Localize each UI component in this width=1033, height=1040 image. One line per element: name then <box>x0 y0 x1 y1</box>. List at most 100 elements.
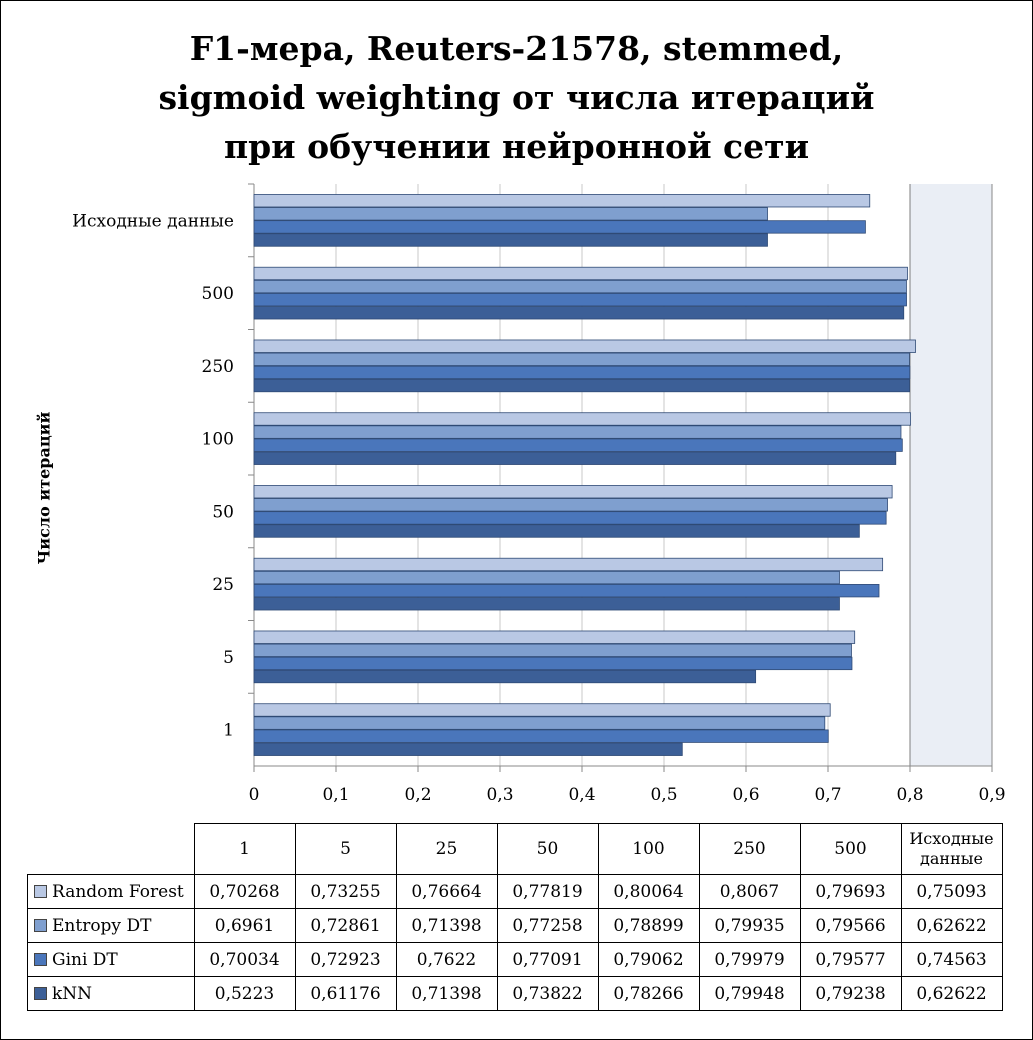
bar <box>253 656 853 671</box>
x-tick-label: 0,7 <box>814 785 841 805</box>
table-cell: 0,5223 <box>193 976 296 1011</box>
table-cell: 0,79948 <box>698 976 801 1011</box>
bar <box>253 207 768 221</box>
x-tick-label: 0 <box>249 785 260 805</box>
x-tick-label: 0,9 <box>978 785 1005 805</box>
bar <box>253 339 916 353</box>
table-cell: 0,79577 <box>799 942 902 977</box>
legend-swatch <box>34 884 47 898</box>
category-label: 100 <box>202 430 234 450</box>
legend-swatch <box>34 918 47 932</box>
table-cell: 0,8067 <box>698 874 801 909</box>
bar <box>253 365 911 380</box>
table-header-cell: 50 <box>496 823 599 875</box>
bar <box>253 412 911 426</box>
table-header-cell: Исходные данные <box>900 823 1003 875</box>
table-cell: 0,78899 <box>597 908 700 943</box>
data-table: 1 5 25 50 100 250 500 Исходные данные Ra… <box>27 823 1003 1011</box>
x-tick-label: 0,5 <box>650 785 677 805</box>
table-cell: 0,79935 <box>698 908 801 943</box>
table-header-cell: 25 <box>395 823 498 875</box>
bar <box>253 438 903 452</box>
table-cell: 0,61176 <box>294 976 397 1011</box>
category-label: 1 <box>223 721 234 741</box>
table-cell: 0,73255 <box>294 874 397 909</box>
bar <box>253 266 908 281</box>
table-header-cell: 1 <box>193 823 296 875</box>
table-cell: 0,79238 <box>799 976 902 1011</box>
bar <box>253 643 852 657</box>
header-line: Исходные <box>909 829 994 848</box>
chart-title: F1-мера, Reuters-21578, stemmed, sigmoid… <box>0 24 1033 171</box>
category-label: 500 <box>202 284 234 304</box>
bar-chart: 0 0,1 0,2 0,3 0,4 0,5 0,6 0,7 0,8 0,9 1 5 25 50 100 250… <box>72 183 1006 805</box>
table-cell: 0,73822 <box>496 976 599 1011</box>
category-label: 5 <box>223 648 234 668</box>
bar <box>253 524 860 538</box>
table-cell: 0,62622 <box>900 908 1003 943</box>
bar <box>253 557 884 572</box>
series-name: Entropy DT <box>52 915 152 936</box>
table-cell: 0,80064 <box>597 874 700 909</box>
x-tick-label: 0,1 <box>322 785 349 805</box>
bar <box>253 630 856 644</box>
category-label: 25 <box>212 575 234 595</box>
category-label: Исходные данные <box>72 211 234 231</box>
bar <box>253 729 829 743</box>
series-name: Gini DT <box>52 949 118 970</box>
legend-swatch <box>34 952 47 966</box>
bar <box>253 498 888 512</box>
table-cell: 0,79566 <box>799 908 902 943</box>
bar <box>253 570 840 585</box>
bar <box>253 279 907 294</box>
x-tick-label: 0,8 <box>896 785 923 805</box>
category-label: 250 <box>202 357 234 377</box>
table-header-cell: 500 <box>799 823 902 875</box>
bar <box>253 742 683 756</box>
table-cell: 0,77091 <box>496 942 599 977</box>
category-label: 50 <box>212 502 234 522</box>
bar <box>253 194 871 208</box>
table-cell: 0,72923 <box>294 942 397 977</box>
table-cell: 0,74563 <box>900 942 1003 977</box>
series-name: Random Forest <box>52 881 184 902</box>
table-header-row: 1 5 25 50 100 250 500 Исходные данные <box>27 823 1003 875</box>
bar <box>253 703 831 717</box>
series-name-cell: Entropy DT <box>27 908 195 943</box>
table-cell: 0,78266 <box>597 976 700 1011</box>
x-tick-label: 0,2 <box>404 785 431 805</box>
bar <box>253 233 768 247</box>
bar <box>253 451 897 465</box>
table-row: Random Forest 0,70268 0,73255 0,76664 0,7781… <box>27 874 1003 909</box>
bar <box>253 485 893 499</box>
header-line: данные <box>920 849 983 868</box>
x-tick-label: 0,3 <box>486 785 513 805</box>
table-header-cell: 250 <box>698 823 801 875</box>
bar <box>253 597 840 611</box>
table-cell: 0,70268 <box>193 874 296 909</box>
table-cell: 0,79979 <box>698 942 801 977</box>
table-cell: 0,71398 <box>395 976 498 1011</box>
table-cell: 0,72861 <box>294 908 397 943</box>
series-name-cell: Gini DT <box>27 942 195 977</box>
bar <box>253 220 866 234</box>
x-tick-label: 0,4 <box>568 785 595 805</box>
table-cell: 0,7622 <box>395 942 498 977</box>
series-name-cell: Random Forest <box>27 874 195 909</box>
table-header-cell: 5 <box>294 823 397 875</box>
table-corner <box>27 823 195 875</box>
plot-shade <box>910 184 992 766</box>
table-cell: 0,77258 <box>496 908 599 943</box>
bar <box>253 293 907 307</box>
table-header-cell: 100 <box>597 823 700 875</box>
bar <box>253 378 910 393</box>
x-tick-label: 0,6 <box>732 785 759 805</box>
table-cell: 0,6961 <box>193 908 296 943</box>
table-cell: 0,70034 <box>193 942 296 977</box>
table-cell: 0,71398 <box>395 908 498 943</box>
series-name-cell: kNN <box>27 976 195 1011</box>
title-line-1: F1-мера, Reuters-21578, stemmed, <box>189 29 844 68</box>
bar <box>253 511 887 525</box>
series-name: kNN <box>52 983 93 1004</box>
table-cell: 0,75093 <box>900 874 1003 909</box>
